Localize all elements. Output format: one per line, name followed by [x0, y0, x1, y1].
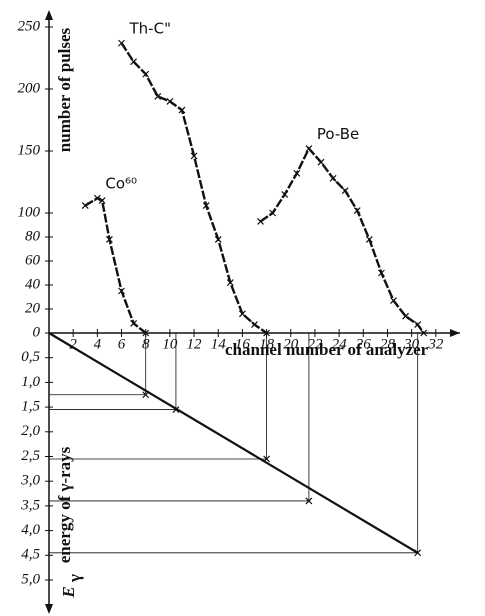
x-tick-label: 26	[356, 336, 372, 352]
point	[414, 321, 422, 329]
point	[238, 310, 246, 318]
series-line	[259, 146, 425, 334]
point	[329, 174, 337, 182]
series-line	[120, 42, 268, 334]
point	[166, 97, 174, 105]
y-tick-label: 20	[25, 300, 41, 316]
point	[154, 93, 162, 100]
point	[402, 312, 410, 320]
y-axis-label: number of pulses	[55, 27, 74, 152]
point	[130, 58, 138, 66]
x-arrow	[450, 329, 460, 337]
x-tick-label: 12	[187, 336, 203, 352]
point	[281, 190, 289, 198]
calibration-line	[48, 332, 419, 554]
point	[353, 207, 361, 214]
point	[257, 217, 264, 225]
point	[178, 106, 186, 114]
point	[414, 549, 422, 557]
series-label: Th-C"	[129, 20, 171, 38]
series-label: Co⁶⁰	[105, 175, 137, 193]
y2-tick-label: 3,5	[20, 497, 40, 513]
x-axis-label: channel number of analyzer	[225, 340, 429, 359]
symbol-base: E	[59, 586, 78, 598]
y-tick-label: 60	[25, 252, 41, 268]
x-tick-label: 6	[118, 336, 126, 352]
y-tick-label: 80	[25, 228, 41, 244]
point	[305, 497, 313, 505]
point	[172, 406, 180, 413]
point	[118, 287, 125, 295]
series-line	[84, 196, 147, 334]
point	[106, 235, 113, 243]
point	[390, 297, 397, 305]
x-tick-label: 16	[235, 336, 251, 352]
point	[142, 391, 150, 399]
point	[118, 39, 125, 47]
x-tick-label: 20	[283, 336, 299, 352]
point	[420, 329, 428, 337]
point	[341, 187, 349, 195]
x-tick-label: 4	[94, 336, 102, 352]
point	[81, 202, 89, 209]
point	[142, 70, 150, 78]
point	[98, 197, 106, 205]
y2-tick-label: 4,5	[21, 547, 40, 563]
point	[226, 279, 234, 287]
y-arrow	[45, 10, 53, 20]
x-tick-label: 32	[427, 336, 444, 352]
y2-tick-label: 4,0	[21, 522, 40, 538]
y2-tick-label: 2,0	[21, 423, 40, 439]
y-tick-label: 200	[18, 80, 41, 96]
y2-tick-label: 5,0	[21, 571, 40, 587]
y2-tick-label: 2,5	[21, 448, 40, 464]
series-label: Po-Be	[317, 125, 359, 143]
point	[214, 235, 222, 243]
y2-tick-label: 1,5	[21, 399, 40, 415]
y2-tick-label: 0,5	[21, 349, 40, 365]
x-tick-label: 10	[162, 336, 178, 352]
point	[365, 235, 373, 243]
symbol-sub: γ	[65, 574, 84, 583]
x-tick-label: 28	[380, 336, 396, 352]
point	[190, 152, 198, 160]
point	[317, 158, 325, 166]
point	[202, 202, 210, 209]
point	[93, 194, 101, 202]
x-tick-label: 22	[307, 336, 323, 352]
y-tick-label: 100	[18, 204, 41, 220]
point	[130, 319, 138, 327]
point	[251, 321, 258, 329]
point	[263, 455, 271, 463]
y-tick-label: 0	[33, 324, 41, 340]
y2-axis-label: energy of γ-rays	[55, 446, 74, 563]
y-tick-label: 150	[18, 142, 41, 158]
y-tick-label: 250	[18, 18, 41, 34]
point	[293, 169, 301, 177]
point	[378, 269, 385, 277]
x-tick-label: 14	[211, 336, 227, 352]
x-tick-label: 30	[403, 336, 420, 352]
x-tick-label: 2	[69, 336, 77, 352]
x-tick-label: 24	[332, 336, 348, 352]
y2-arrow	[45, 604, 53, 614]
y-tick-label: 40	[25, 276, 41, 292]
y2-tick-label: 1,0	[21, 374, 40, 390]
point	[305, 145, 313, 152]
energy-symbol: E γ	[59, 574, 84, 599]
y2-tick-label: 3,0	[20, 473, 40, 489]
point	[269, 209, 277, 217]
